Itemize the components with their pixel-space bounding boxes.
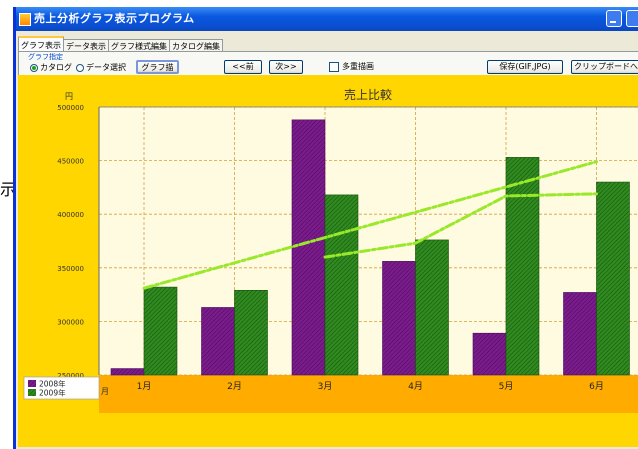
tab-bar: グラフ表示 データ表示 グラフ様式編集 カタログ編集: [18, 34, 223, 53]
overlay-draw-checkbox-box[interactable]: [329, 61, 339, 72]
plot-background: [99, 107, 638, 375]
y-unit-label: 円: [65, 92, 73, 101]
radio-data-select[interactable]: データ選択: [76, 62, 126, 73]
x-tick-label: 3月: [318, 381, 333, 392]
sales-chart: 250000 300000 350000 400000 450000 500000 売上比較…: [23, 87, 638, 413]
legend-label-0: 2008年: [39, 379, 66, 389]
radio-catalog-label: カタログ: [40, 63, 72, 72]
save-button[interactable]: 保存(GIF,JPG): [487, 60, 563, 74]
legend-box: [23, 376, 100, 400]
overlay-draw-label: 多重描画: [342, 62, 374, 71]
bar-2009年-2月: [234, 290, 268, 376]
x-tick-label: 2月: [227, 381, 242, 392]
bar-2008年-5月: [472, 332, 507, 376]
bar-2008年-6月: [563, 292, 597, 376]
chart-title: 売上比較: [344, 87, 392, 102]
legend-swatch-0: [28, 380, 36, 387]
bar-2009年-5月: [505, 157, 540, 376]
y-tick-label: 350000: [57, 265, 84, 273]
overlay-draw-checkbox[interactable]: 多重描画: [329, 61, 374, 72]
draw-graph-button[interactable]: グラフ描画: [136, 60, 179, 84]
bar-2009年-3月: [324, 194, 359, 376]
minimize-button[interactable]: [606, 10, 622, 27]
side-text: 示: [0, 180, 17, 199]
bar-2008年-2月: [201, 307, 235, 376]
clipboard-button[interactable]: クリップボードへ: [571, 60, 638, 74]
x-tick-label: 6月: [589, 381, 604, 392]
bar-2008年-4月: [382, 261, 416, 376]
app-icon: [19, 13, 31, 26]
x-tick-label: 1月: [137, 381, 152, 392]
legend-swatch-1: [28, 389, 36, 396]
x-axis-band: [99, 375, 638, 413]
tab-catalog-edit[interactable]: カタログ編集: [169, 39, 223, 53]
trend-line-0: [142, 160, 598, 290]
y-tick-label: 400000: [57, 211, 84, 219]
prev-button[interactable]: <<前: [224, 60, 262, 74]
bar-2009年-4月: [415, 239, 449, 376]
y-tick-label: 300000: [57, 318, 84, 326]
next-button[interactable]: 次>>: [269, 60, 303, 74]
title-bar[interactable]: 売上分析グラフ表示プログラム: [16, 7, 638, 31]
trend-line-1: [323, 192, 598, 259]
bar-2008年-1月: [110, 368, 145, 376]
radio-data-select-label: データ選択: [86, 63, 126, 72]
chart-area: 250000 300000 350000 400000 450000 500000 売上比較…: [18, 75, 638, 447]
radio-catalog-dot[interactable]: [30, 63, 38, 72]
window-title: 売上分析グラフ表示プログラム: [34, 12, 195, 25]
radio-data-select-dot[interactable]: [76, 63, 84, 72]
legend-label-1: 2009年: [39, 388, 66, 398]
y-tick-label: 500000: [57, 104, 84, 112]
y-tick-label: 250000: [57, 372, 84, 380]
maximize-button[interactable]: [626, 10, 638, 27]
app-window: 売上分析グラフ表示プログラム グラフ表示 データ表示 グラフ様式編集 カタログ編集 グ…: [13, 7, 638, 449]
radio-catalog[interactable]: カタログ: [30, 62, 72, 73]
graph-spec-group-label: グラフ指定: [28, 53, 63, 61]
bar-2008年-3月: [291, 119, 326, 376]
x-tick-label: 4月: [408, 381, 423, 392]
x-unit-label: 月: [101, 387, 109, 396]
y-tick-label: 450000: [57, 158, 84, 166]
bar-2009年-6月: [596, 181, 630, 376]
bar-2009年-1月: [143, 286, 178, 376]
x-tick-label: 5月: [499, 381, 514, 392]
